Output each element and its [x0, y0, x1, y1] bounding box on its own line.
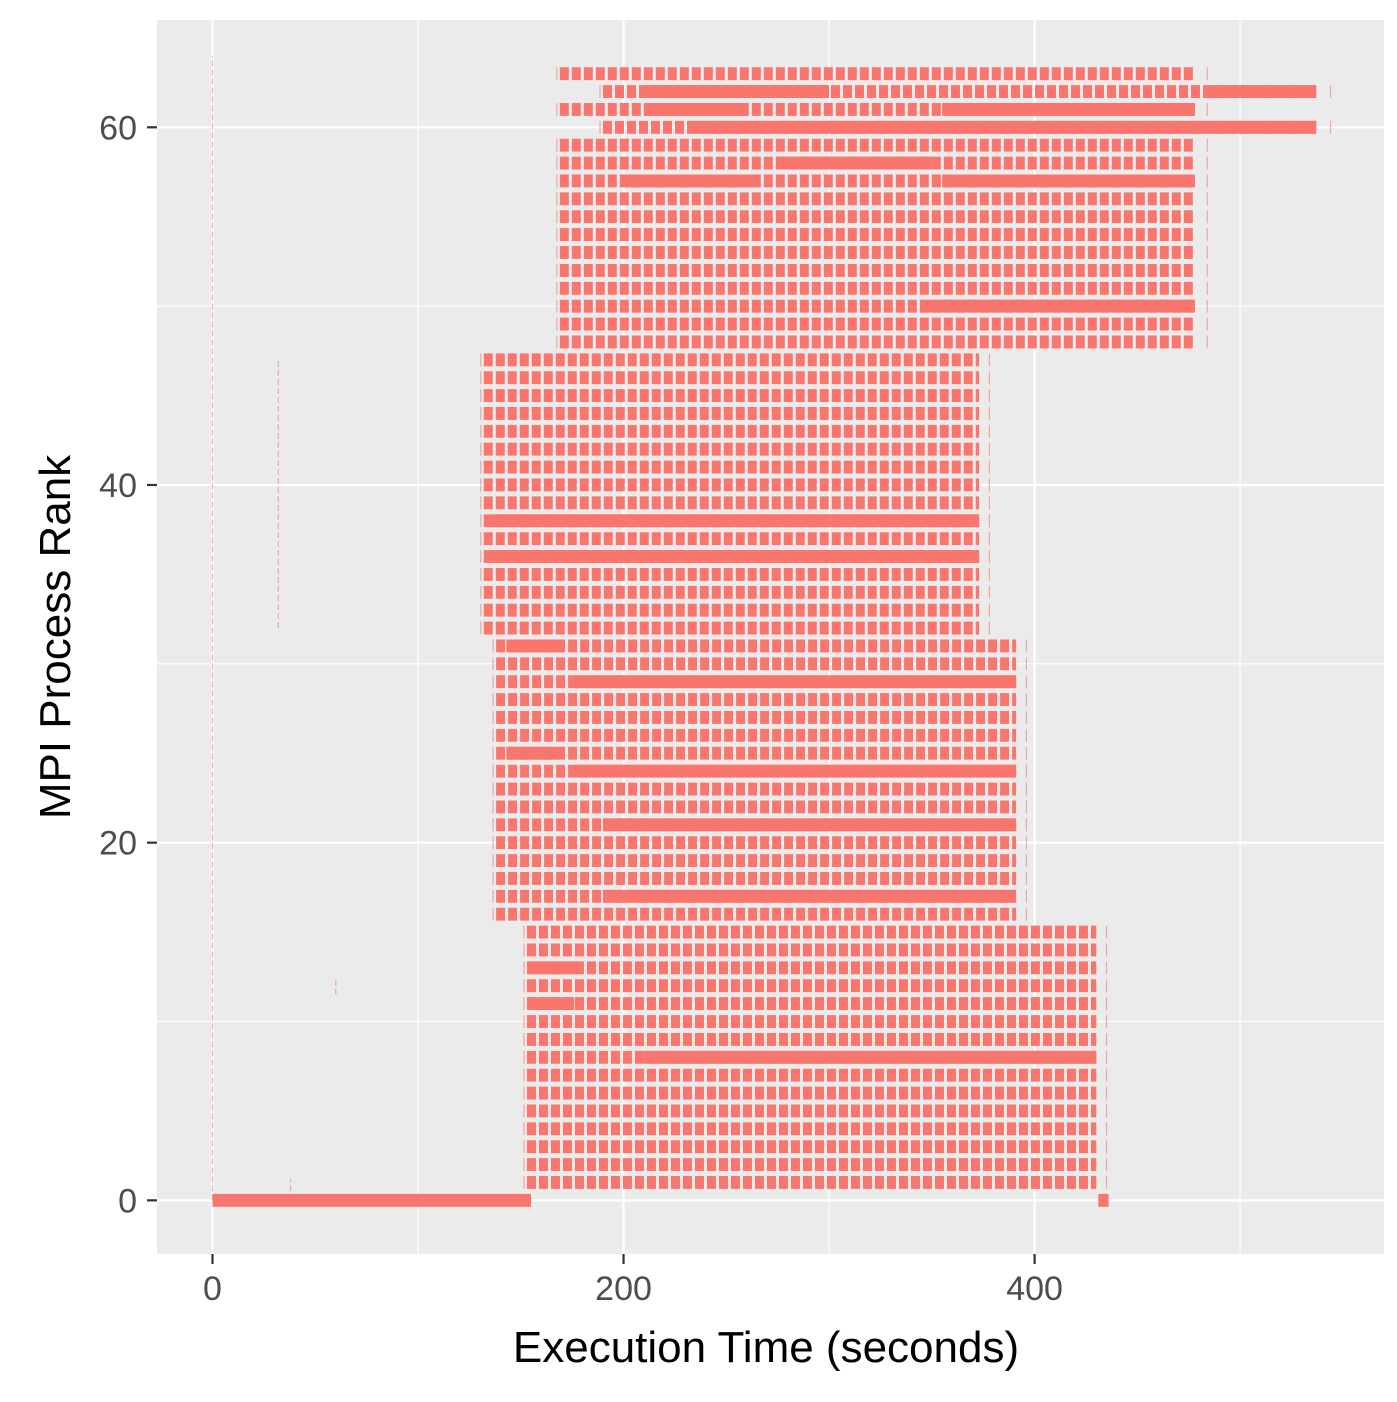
rank-25-solid-segment	[506, 746, 558, 760]
rank-36-solid-segment	[492, 550, 980, 563]
x-axis-title: Execution Time (seconds)	[513, 1323, 1019, 1372]
rank-13-solid-segment	[531, 961, 579, 975]
rank-62-solid-segment	[1209, 85, 1317, 98]
panel-background	[157, 20, 1384, 1254]
x-tick-label: 0	[203, 1270, 222, 1308]
rank-11-solid-segment	[531, 997, 575, 1011]
rank-57-solid-segment	[623, 174, 758, 188]
rank-50-solid-segment	[921, 299, 1195, 313]
x-tick-label: 200	[595, 1270, 652, 1308]
rank-0-solid-segment	[1098, 1193, 1109, 1207]
y-tick-label: 0	[118, 1182, 137, 1220]
axis-ticks: 0 200 400 0 20 40 60	[99, 109, 1063, 1308]
rank-57-solid-segment	[942, 174, 1195, 188]
rank-61-solid-segment	[942, 102, 1195, 116]
rank-0-solid-segment	[212, 1193, 532, 1207]
y-tick-label: 60	[99, 109, 137, 147]
rank-24-solid-segment	[574, 764, 1017, 778]
rank-61-solid-segment	[644, 102, 747, 116]
rank-62-solid-segment	[644, 85, 830, 98]
rank-58-solid-segment	[777, 156, 932, 170]
rank-60-solid-segment	[691, 120, 1317, 134]
y-tick-label: 40	[99, 467, 137, 505]
event-bars	[212, 67, 1332, 1207]
rank-17-solid-segment	[602, 889, 1017, 903]
x-tick-label: 400	[1006, 1270, 1063, 1308]
rank-29-solid-segment	[574, 675, 1017, 689]
y-axis-title: MPI Process Rank	[31, 454, 80, 819]
rank-31-solid-segment	[506, 639, 558, 653]
rank-8-solid-segment	[644, 1050, 1097, 1064]
grid-lines	[157, 20, 1384, 1254]
rank-21-solid-segment	[602, 818, 1017, 832]
y-tick-label: 20	[99, 825, 137, 863]
rank-38-solid-segment	[492, 514, 980, 528]
